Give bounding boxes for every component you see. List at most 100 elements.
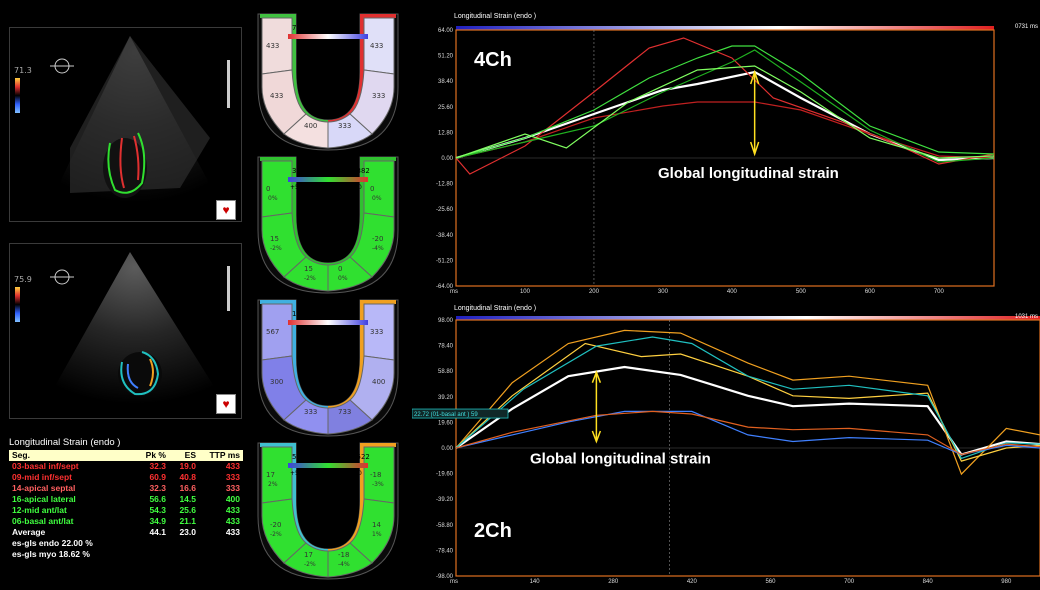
cell-es: 14.5 bbox=[179, 494, 196, 504]
segment-label: -2% bbox=[270, 531, 282, 538]
cell-ttp: 433 bbox=[225, 527, 240, 537]
cell-ttp: 333 bbox=[225, 483, 240, 493]
view-label: 4Ch bbox=[474, 49, 512, 71]
bullseye-sub-right: -50 bbox=[352, 184, 362, 191]
ttp-bullseye-1[interactable]: 733 ms 1 Time To Peak 433 433 433 333 400 333 bbox=[256, 12, 401, 152]
x-tick-label: 140 bbox=[530, 579, 541, 585]
table-row[interactable]: Average 44.1 23.0 433 bbox=[9, 527, 243, 538]
phase-bullseye-2[interactable]: 382 ms -382 +50 -50 Phase 0 0 0% 0% 15 -20 -2% -4% 15… bbox=[256, 155, 401, 295]
cell-ttp: 433 bbox=[225, 461, 240, 471]
cell-ttp: 433 bbox=[225, 505, 240, 515]
cell-pk: 32.3 bbox=[149, 483, 166, 493]
series-line bbox=[455, 45, 995, 159]
segment-label: 733 bbox=[338, 408, 352, 416]
series-line bbox=[455, 37, 995, 175]
table-row[interactable]: 16-apical lateral 56.6 14.5 400 bbox=[9, 494, 243, 505]
y-tick-label: 98.00 bbox=[438, 318, 454, 324]
table-title: Longitudinal Strain (endo ) bbox=[9, 437, 121, 448]
table-row[interactable]: 03-basal inf/sept 32.3 19.0 433 bbox=[9, 461, 243, 472]
table-row[interactable]: 06-basal ant/lat 34.9 21.1 433 bbox=[9, 516, 243, 527]
annotation-gls: Global longitudinal strain bbox=[530, 451, 711, 468]
echo-image-top[interactable]: 71.3 ♥ bbox=[9, 27, 242, 222]
series-line bbox=[455, 101, 995, 159]
cell-pk: 44.1 bbox=[149, 527, 166, 537]
color-scale-top bbox=[15, 78, 20, 113]
series-line bbox=[455, 49, 995, 163]
cell-es: 23.0 bbox=[179, 527, 196, 537]
series-line bbox=[455, 410, 1040, 456]
series-line bbox=[455, 65, 995, 159]
segment-label: -18 bbox=[370, 471, 382, 479]
x-tick-label: 840 bbox=[923, 579, 934, 585]
ttp-bullseye-3[interactable]: 1033 ms 1 Time To Peak 567 333 300 400 333 733 bbox=[256, 298, 401, 438]
cell-es: 16.6 bbox=[179, 483, 196, 493]
cell-ttp: 433 bbox=[225, 516, 240, 526]
segment-label: 0 bbox=[338, 265, 343, 273]
segment-label: -18 bbox=[338, 551, 350, 559]
segment-label: -4% bbox=[372, 245, 384, 252]
segment-label: 433 bbox=[370, 42, 384, 50]
echo-4ch-image bbox=[50, 36, 230, 203]
cell-es: 19.0 bbox=[179, 461, 196, 471]
x-tick-label: 200 bbox=[589, 289, 600, 293]
bullseye-sub-left: +50 bbox=[290, 470, 303, 477]
cell-es: 21.1 bbox=[179, 516, 196, 526]
y-tick-label: 0.00 bbox=[441, 446, 453, 452]
cell-es: 40.8 bbox=[179, 472, 196, 482]
strain-chart-svg: Longitudinal Strain (endo ) 64.00 51.20 38.… bbox=[436, 13, 1038, 295]
annotation-gls: Global longitudinal strain bbox=[658, 165, 839, 182]
y-tick-label: -25.60 bbox=[436, 207, 454, 213]
segment-label: 333 bbox=[304, 408, 318, 416]
strain-chart-2ch[interactable]: Longitudinal Strain (endo ) 98.00 78.40 58.… bbox=[411, 300, 1040, 590]
x-tick-label: 280 bbox=[608, 579, 619, 585]
segment-label: 400 bbox=[304, 122, 318, 130]
segment-label: 333 bbox=[338, 122, 352, 130]
y-tick-label: 51.20 bbox=[438, 54, 454, 60]
segment-label: 433 bbox=[266, 42, 280, 50]
echo-image-bottom[interactable]: 75.9 ♥ bbox=[9, 243, 242, 419]
x-tick-label: 980 bbox=[1001, 579, 1012, 585]
y-tick-label: 58.80 bbox=[438, 369, 454, 375]
bullseye-header-left: 522 ms bbox=[292, 453, 319, 461]
chart-corner-time: 0731 ms bbox=[1015, 24, 1038, 30]
phase-bullseye-4[interactable]: 522 ms -522 +50 -50 Phase 17 -18 2% -3% -20 14 -2% 1… bbox=[256, 441, 401, 581]
y-tick-label: 39.20 bbox=[438, 395, 454, 401]
y-tick-label: -19.60 bbox=[436, 472, 454, 478]
strain-table: Longitudinal Strain (endo ) Seg. Pk % ES… bbox=[9, 437, 243, 560]
table-row[interactable]: 14-apical septal 32.3 16.6 333 bbox=[9, 483, 243, 494]
segment-label: -20 bbox=[270, 521, 282, 529]
segment-label: 1% bbox=[372, 531, 382, 538]
cell-seg: 03-basal inf/sept bbox=[12, 461, 79, 471]
segment-label: 15 bbox=[304, 265, 313, 273]
series-line bbox=[455, 329, 1040, 476]
segment-label: -2% bbox=[304, 561, 316, 568]
segment-label: 2% bbox=[268, 481, 278, 488]
heart-icon: ♥ bbox=[216, 200, 236, 220]
color-scale-bottom bbox=[15, 287, 20, 322]
header-pk: Pk % bbox=[145, 450, 166, 460]
x-tick-label: 420 bbox=[687, 579, 698, 585]
chart-corner-time: 1031 ms bbox=[1015, 314, 1038, 320]
bullseye-header-left: 382 ms bbox=[292, 167, 319, 175]
segment-label: -20 bbox=[372, 235, 384, 243]
cell-es: 25.6 bbox=[179, 505, 196, 515]
cell-pk: 34.9 bbox=[149, 516, 166, 526]
x-tick-label: 560 bbox=[765, 579, 776, 585]
segment-label: -2% bbox=[270, 245, 282, 252]
y-tick-label: 12.80 bbox=[438, 130, 454, 136]
bullseye-caption: Time To Peak bbox=[310, 327, 356, 335]
table-row[interactable]: 12-mid ant/lat 54.3 25.6 433 bbox=[9, 505, 243, 516]
segment-label: -2% bbox=[304, 275, 316, 282]
table-row[interactable]: 09-mid inf/sept 60.9 40.8 333 bbox=[9, 472, 243, 483]
bullseye-sub-right: -50 bbox=[352, 470, 362, 477]
strain-chart-4ch[interactable]: Longitudinal Strain (endo ) 64.00 51.20 38.… bbox=[412, 8, 1040, 298]
cell-pk: 32.3 bbox=[149, 461, 166, 471]
y-tick-label: 78.40 bbox=[438, 344, 454, 350]
segment-label: 433 bbox=[270, 92, 284, 100]
x-tick-label: 600 bbox=[865, 289, 876, 293]
cell-ttp: 400 bbox=[225, 494, 240, 504]
y-tick-label: -38.40 bbox=[436, 233, 454, 239]
bullseye-caption: Time To Peak bbox=[310, 41, 356, 49]
header-seg: Seg. bbox=[12, 450, 30, 460]
bullseye-caption: Phase bbox=[318, 470, 339, 478]
